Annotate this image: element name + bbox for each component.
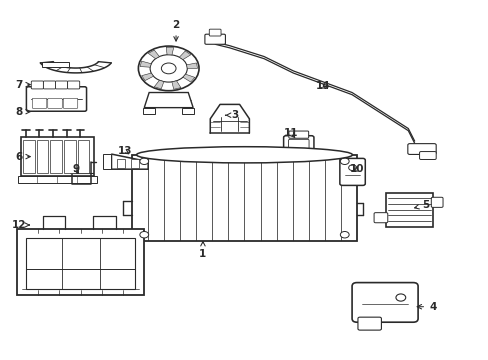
Bar [17,229,144,295]
Polygon shape [154,80,163,89]
FancyBboxPatch shape [430,197,442,207]
FancyBboxPatch shape [63,98,78,108]
FancyBboxPatch shape [204,34,225,44]
Circle shape [138,46,199,91]
Circle shape [140,231,148,238]
Bar [143,108,155,114]
Circle shape [150,55,187,82]
Bar [132,155,356,241]
Polygon shape [140,61,151,67]
Text: 4: 4 [416,302,436,312]
Text: 9: 9 [72,164,79,174]
Polygon shape [179,51,190,60]
FancyBboxPatch shape [288,139,308,156]
Polygon shape [172,81,181,89]
Bar [182,108,194,114]
Text: 2: 2 [172,20,179,41]
FancyBboxPatch shape [351,283,417,322]
Text: 7: 7 [15,80,30,90]
Polygon shape [142,73,153,81]
Text: 11: 11 [283,128,298,138]
Text: 5: 5 [414,200,428,210]
Bar [42,62,69,67]
Bar [37,140,48,173]
FancyBboxPatch shape [407,144,435,154]
Polygon shape [166,47,173,55]
Bar [102,154,111,169]
Circle shape [161,63,176,74]
Bar [26,238,135,289]
FancyBboxPatch shape [26,87,86,111]
Circle shape [340,231,348,238]
Circle shape [395,294,405,301]
FancyBboxPatch shape [373,213,387,223]
Bar [117,159,124,168]
Text: 12: 12 [11,220,29,230]
Bar [23,140,35,173]
FancyBboxPatch shape [55,81,67,89]
Text: 8: 8 [15,107,30,117]
Bar [131,159,139,168]
Polygon shape [111,154,148,169]
FancyBboxPatch shape [339,158,365,185]
FancyBboxPatch shape [43,81,55,89]
FancyBboxPatch shape [31,81,43,89]
Text: 6: 6 [15,152,30,162]
Circle shape [140,158,148,165]
Polygon shape [186,63,197,68]
Bar [20,137,94,176]
Bar [18,176,97,183]
Circle shape [348,165,356,171]
Polygon shape [183,74,194,82]
FancyBboxPatch shape [67,81,80,89]
Text: 13: 13 [117,146,132,156]
Text: 14: 14 [315,81,329,91]
FancyBboxPatch shape [283,136,313,159]
Bar [50,140,62,173]
Circle shape [340,158,348,165]
Polygon shape [144,93,193,108]
Text: 1: 1 [199,242,206,259]
FancyBboxPatch shape [419,152,435,159]
Ellipse shape [136,147,352,163]
FancyBboxPatch shape [288,131,308,138]
Text: 3: 3 [225,110,238,120]
Bar [64,140,76,173]
Polygon shape [148,50,159,59]
Bar [78,140,89,173]
FancyBboxPatch shape [209,29,221,36]
FancyBboxPatch shape [357,317,381,330]
Bar [386,193,432,227]
Text: 10: 10 [349,164,364,174]
FancyBboxPatch shape [48,98,62,108]
FancyBboxPatch shape [32,98,47,108]
